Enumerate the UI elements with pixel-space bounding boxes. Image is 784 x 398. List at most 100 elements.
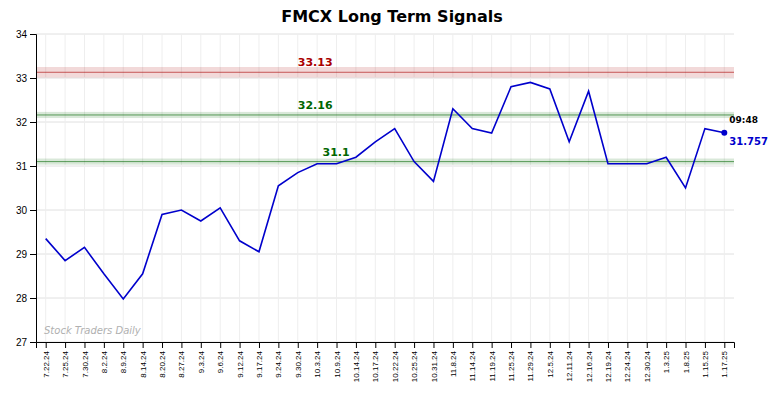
x-tick-label: 10.17.24 [371, 350, 380, 382]
x-tick: 10.14.24 [352, 342, 361, 382]
reference-line [36, 114, 734, 115]
x-tick: 1.15.25 [701, 342, 710, 378]
reference-label: 33.13 [298, 56, 333, 69]
grid-line-x [181, 34, 182, 342]
grid-line-y [36, 78, 734, 79]
grid-line-x [569, 34, 570, 342]
grid-line-x [646, 34, 647, 342]
x-tick: 10.17.24 [371, 342, 380, 382]
y-tick: 28 [16, 293, 36, 304]
x-tick-label: 12.30.24 [643, 350, 652, 382]
reference-line [36, 161, 734, 162]
watermark: Stock Traders Daily [44, 325, 142, 336]
grid-line-x [414, 34, 415, 342]
y-tick-mark [30, 122, 36, 123]
grid-line-x [607, 34, 608, 342]
reference-line [36, 72, 734, 73]
grid-line-x [433, 34, 434, 342]
x-tick-label: 10.25.24 [410, 350, 419, 382]
grid-line-x [123, 34, 124, 342]
x-tick: 1.8.25 [682, 342, 691, 373]
x-tick-label: 9.17.24 [255, 350, 264, 377]
x-tick: 9.17.24 [255, 342, 264, 378]
y-tick: 32 [16, 117, 36, 128]
x-tick: 7.30.24 [81, 342, 90, 378]
x-tick: 12.11.24 [565, 342, 574, 382]
x-tick-label: 10.22.24 [391, 350, 400, 382]
x-tick-mark [608, 342, 609, 348]
x-axis-line [37, 343, 735, 349]
y-tick: 29 [16, 249, 36, 260]
price-annotation: 31.757 [729, 136, 768, 147]
chart: FMCX Long Term Signals27282930313233347.… [0, 0, 784, 398]
x-tick: 11.29.24 [526, 342, 535, 382]
x-tick-mark [395, 342, 396, 348]
x-tick: 9.30.24 [294, 342, 303, 378]
grid-line-x [724, 34, 725, 342]
reference-label: 32.16 [298, 99, 333, 112]
x-tick-label: 9.12.24 [236, 350, 245, 377]
y-tick-mark [30, 210, 36, 211]
x-tick-label: 8.27.24 [177, 350, 186, 377]
y-tick-mark [30, 254, 36, 255]
y-tick-label: 30 [16, 205, 28, 216]
grid-line-x [452, 34, 453, 342]
x-tick-label: 9.6.24 [216, 350, 225, 373]
x-tick-mark [181, 342, 182, 348]
x-tick: 11.14.24 [468, 342, 477, 382]
grid-line-x [375, 34, 376, 342]
x-tick-mark [724, 342, 725, 348]
x-tick-mark [201, 342, 202, 348]
x-tick-label: 11.19.24 [488, 350, 497, 381]
x-tick: 10.9.24 [333, 342, 342, 378]
x-tick-label: 11.14.24 [468, 350, 477, 381]
x-tick-mark [162, 342, 163, 348]
x-tick: 9.12.24 [236, 342, 245, 378]
x-tick-mark [666, 342, 667, 348]
y-axis: 27 28 29 30 31 32 33 34 [16, 29, 37, 348]
x-tick: 10.22.24 [391, 342, 400, 382]
x-tick: 11.8.24 [449, 342, 458, 377]
x-tick: 8.2.24 [100, 342, 109, 373]
x-tick-label: 7.30.24 [81, 350, 90, 377]
y-tick-label: 32 [16, 117, 28, 128]
grid-line-x [627, 34, 628, 342]
y-tick: 31 [16, 161, 36, 172]
grid-line-x [491, 34, 492, 342]
x-tick-mark [104, 342, 105, 348]
x-tick: 9.3.24 [197, 342, 206, 373]
x-tick-mark [530, 342, 531, 348]
grid-line-x [588, 34, 589, 342]
y-tick-mark [30, 34, 36, 35]
y-tick-label: 27 [16, 337, 28, 348]
x-tick-mark [356, 342, 357, 348]
time-annotation: 09:48 [729, 115, 758, 125]
y-tick-mark [30, 166, 36, 167]
grid-line-x [704, 34, 705, 342]
y-tick: 34 [16, 29, 36, 40]
x-tick-label: 12.5.24 [546, 350, 555, 377]
x-tick-label: 8.14.24 [139, 350, 148, 377]
annotations: 33.1332.1631.109:4831.757Stock Traders D… [44, 56, 768, 336]
x-tick-mark [686, 342, 687, 348]
x-tick-mark [123, 342, 124, 348]
x-tick-label: 8.2.24 [100, 350, 109, 373]
plot: 27282930313233347.22.247.25.247.30.248.2… [16, 29, 768, 382]
x-tick-label: 10.9.24 [333, 350, 342, 377]
x-tick-mark [84, 342, 85, 348]
y-tick: 27 [16, 337, 36, 348]
grid-line-x [200, 34, 201, 342]
x-tick-mark [278, 342, 279, 348]
y-tick-label: 28 [16, 293, 28, 304]
grid-line-x [142, 34, 143, 342]
grid-line-x [317, 34, 318, 342]
y-tick: 33 [16, 73, 36, 84]
x-tick-mark [337, 342, 338, 348]
x-tick: 11.25.24 [507, 342, 516, 382]
grid-line-x [258, 34, 259, 342]
grid-line-x [549, 34, 550, 342]
x-tick: 12.5.24 [546, 342, 555, 378]
x-tick: 12.30.24 [643, 342, 652, 382]
grid-line-x [45, 34, 46, 342]
x-tick-label: 8.20.24 [158, 350, 167, 377]
